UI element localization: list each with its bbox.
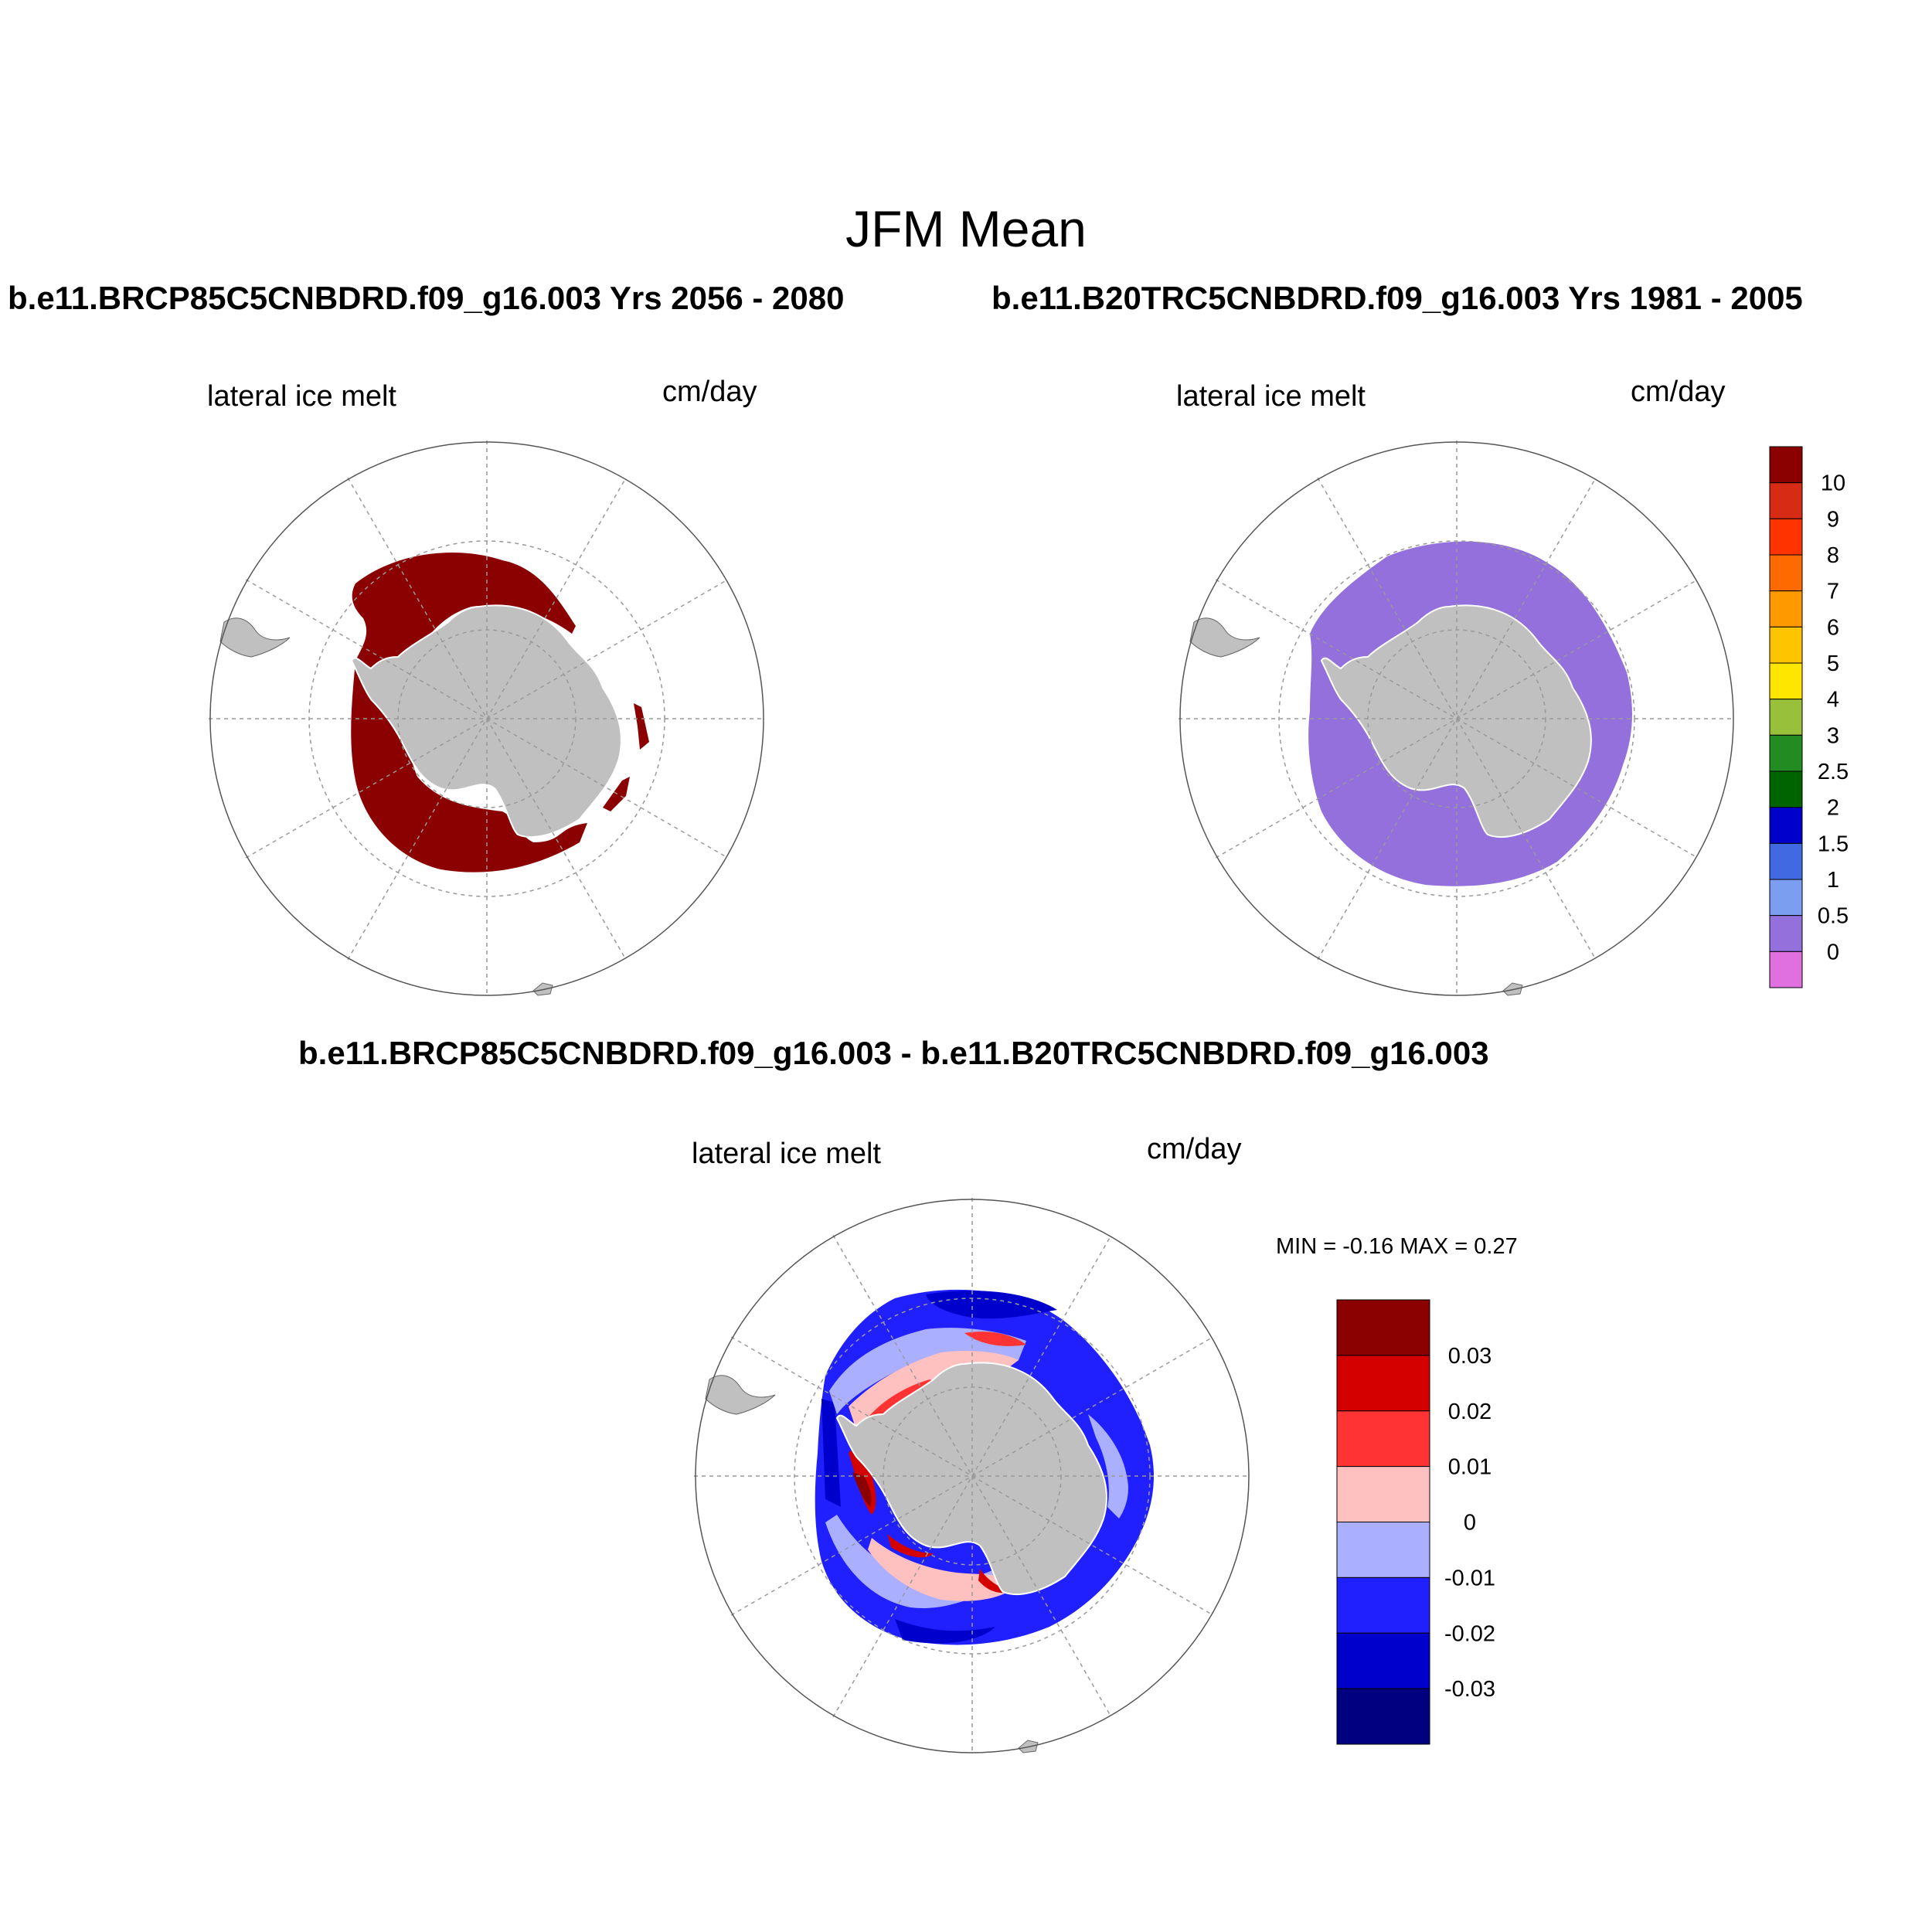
panel-2-title: b.e11.B20TRC5CNBDRD.f09_g16.003 Yrs 1981… [992, 280, 1803, 316]
colorbar-difference-swatch [1336, 1466, 1430, 1522]
colorbar-difference-tick-label: -0.03 [1444, 1677, 1495, 1702]
colorbar-absolute-tick-label: 1.5 [1818, 832, 1849, 856]
colorbar-absolute-swatch [1769, 626, 1803, 664]
panel-2-variable-label: lateral ice melt [1176, 380, 1366, 413]
colorbar-absolute-swatch [1769, 915, 1803, 952]
panel-3-min-max: MIN = -0.16 MAX = 0.27 [1276, 1234, 1518, 1259]
colorbar-absolute-tick-label: 4 [1827, 688, 1839, 713]
colorbar-difference-swatch [1336, 1632, 1430, 1689]
colorbar-difference-tick-label: 0.02 [1448, 1400, 1492, 1424]
colorbar-absolute-swatch [1769, 518, 1803, 556]
colorbar-absolute-swatch [1769, 770, 1803, 808]
colorbar-absolute-tick-label: 2 [1827, 796, 1839, 821]
colorbar-absolute-swatch [1769, 951, 1803, 988]
colorbar-absolute: 10 9 8 7 6 5 4 3 2.5 2 1.5 1 0.5 0 [1769, 446, 1849, 988]
colorbar-absolute-tick-label: 9 [1827, 507, 1839, 532]
colorbar-absolute-tick-label: 2.5 [1818, 760, 1849, 784]
panel-1-units-label: cm/day [662, 376, 757, 408]
colorbar-difference-swatch [1336, 1688, 1430, 1745]
colorbar-absolute-swatch [1769, 699, 1803, 736]
map-boundary [209, 441, 764, 996]
panel-1-variable-label: lateral ice melt [207, 380, 396, 413]
map-graticule [1179, 440, 1735, 997]
south-america-tip [1189, 617, 1260, 658]
colorbar-absolute-swatch [1769, 446, 1803, 484]
colorbar-absolute-tick-label: 7 [1827, 580, 1839, 604]
map-panel-2 [1179, 440, 1735, 997]
colorbar-difference-swatch [1336, 1410, 1430, 1468]
map-graticule [209, 440, 765, 997]
panel-2-units-label: cm/day [1631, 376, 1726, 408]
colorbar-absolute-tick-label: 10 [1821, 471, 1845, 496]
colorbar-absolute-tick-label: 3 [1827, 723, 1839, 748]
panel-3-title: b.e11.BRCP85C5CNBDRD.f09_g16.003 - b.e11… [298, 1035, 1489, 1071]
map-graticule [694, 1198, 1250, 1754]
colorbar-absolute-swatch [1769, 879, 1803, 917]
colorbar-absolute-tick-label: 1 [1827, 868, 1839, 893]
panel-3-variable-label: lateral ice melt [692, 1138, 881, 1170]
south-america-tip [219, 617, 291, 658]
colorbar-absolute-swatch [1769, 554, 1803, 592]
sea-ice-field [1308, 541, 1632, 886]
colorbar-difference-swatch [1336, 1577, 1430, 1634]
colorbar-difference-tick-label: -0.01 [1444, 1566, 1495, 1590]
panel-1-title: b.e11.BRCP85C5CNBDRD.f09_g16.003 Yrs 205… [8, 280, 845, 316]
map-boundary [695, 1199, 1250, 1753]
south-america-tip [705, 1375, 776, 1415]
colorbar-difference-swatch [1336, 1355, 1430, 1412]
map-panel-1 [209, 440, 765, 997]
colorbar-difference-tick-label: 0 [1464, 1511, 1476, 1536]
panel-3-units-label: cm/day [1147, 1133, 1242, 1165]
colorbar-difference-tick-label: -0.02 [1444, 1621, 1495, 1646]
colorbar-absolute-swatch [1769, 807, 1803, 844]
colorbar-absolute-swatch [1769, 734, 1803, 772]
colorbar-difference-swatch [1336, 1299, 1430, 1356]
map-panel-3 [694, 1198, 1250, 1754]
colorbar-difference-swatch [1336, 1522, 1430, 1578]
colorbar-absolute-tick-label: 0.5 [1818, 904, 1849, 929]
colorbar-difference-tick-label: 0.01 [1448, 1455, 1492, 1480]
colorbar-absolute-tick-label: 5 [1827, 651, 1839, 676]
figure-title: JFM Mean [845, 200, 1087, 257]
map-boundary [1179, 441, 1734, 996]
colorbar-absolute-swatch [1769, 590, 1803, 628]
colorbar-absolute-swatch [1769, 482, 1803, 519]
colorbar-difference: 0.03 0.02 0.01 0 -0.01 -0.02 -0.03 [1336, 1299, 1495, 1745]
colorbar-absolute-tick-label: 8 [1827, 543, 1839, 568]
colorbar-difference-tick-label: 0.03 [1448, 1344, 1492, 1369]
colorbar-absolute-tick-label: 6 [1827, 615, 1839, 640]
colorbar-absolute-swatch [1769, 842, 1803, 880]
colorbar-absolute-tick-label: 0 [1827, 940, 1839, 964]
colorbar-absolute-swatch [1769, 662, 1803, 700]
